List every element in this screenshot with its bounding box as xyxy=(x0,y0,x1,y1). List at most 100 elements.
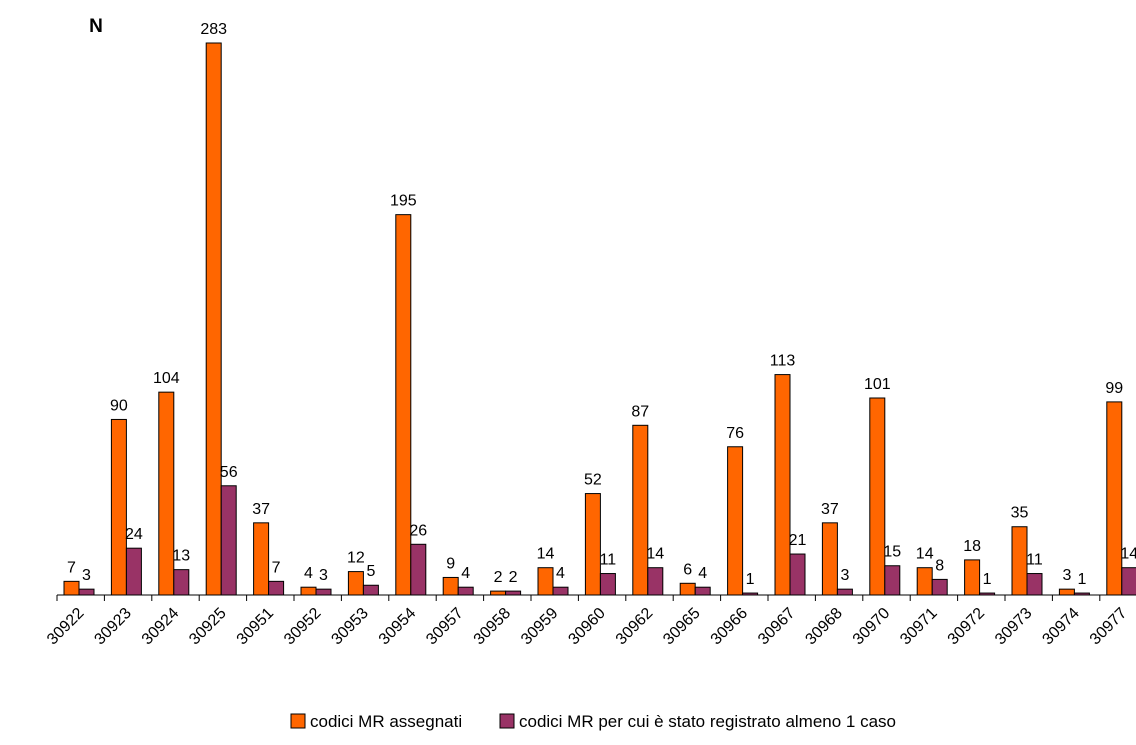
value-label-assegnati-30958: 2 xyxy=(494,569,503,586)
bar-registrato-30959 xyxy=(552,586,569,596)
bar-registrato-30925 xyxy=(220,485,237,596)
legend-label-assegnati: codici MR assegnati xyxy=(310,712,462,731)
legend-swatch-registrato xyxy=(499,713,515,729)
bar-registrato-30953 xyxy=(362,584,379,596)
value-label-registrato-30966: 1 xyxy=(746,571,755,588)
x-tick-label-30924: 30924 xyxy=(139,605,183,649)
bar-registrato-30968 xyxy=(836,588,853,596)
value-label-assegnati-30960: 52 xyxy=(584,472,602,489)
x-tick-label-30957: 30957 xyxy=(423,605,467,649)
bar-assegnati-30925 xyxy=(205,42,222,596)
bar-assegnati-30951 xyxy=(253,522,270,596)
bar-registrato-30951 xyxy=(268,580,285,596)
value-label-assegnati-30965: 6 xyxy=(683,561,692,578)
bar-assegnati-30953 xyxy=(347,571,364,596)
value-label-assegnati-30966: 76 xyxy=(726,425,744,442)
value-label-registrato-30972: 1 xyxy=(983,571,992,588)
bar-assegnati-30970 xyxy=(869,397,886,596)
bar-registrato-30970 xyxy=(884,565,901,596)
value-label-registrato-30973: 11 xyxy=(1026,552,1043,569)
value-label-assegnati-30968: 37 xyxy=(821,501,839,518)
value-label-registrato-30962: 14 xyxy=(646,546,664,563)
value-label-registrato-30952: 3 xyxy=(319,567,328,584)
bar-assegnati-30972 xyxy=(964,559,981,596)
bar-registrato-30958 xyxy=(505,590,522,596)
value-label-registrato-30977: 14 xyxy=(1120,546,1136,563)
x-tick-label-30962: 30962 xyxy=(613,605,657,649)
value-label-assegnati-30977: 99 xyxy=(1105,380,1123,397)
bar-registrato-30954 xyxy=(410,543,427,596)
x-tick-label-30960: 30960 xyxy=(565,605,609,649)
value-label-assegnati-30925: 283 xyxy=(200,21,227,38)
value-label-registrato-30923: 24 xyxy=(125,526,143,543)
x-tick-label-30972: 30972 xyxy=(945,605,989,649)
x-tick-label-30973: 30973 xyxy=(992,605,1036,649)
bar-registrato-30922 xyxy=(78,588,95,596)
legend-swatch-assegnati xyxy=(290,713,306,729)
value-label-assegnati-30959: 14 xyxy=(537,546,555,563)
value-label-assegnati-30957: 9 xyxy=(446,555,455,572)
value-label-assegnati-30973: 35 xyxy=(1011,505,1029,522)
value-label-registrato-30954: 26 xyxy=(409,522,427,539)
x-tick-label-30958: 30958 xyxy=(471,605,515,649)
x-tick-label-30922: 30922 xyxy=(44,605,88,649)
legend: codici MR assegnati codici MR per cui è … xyxy=(290,712,896,731)
bar-assegnati-30957 xyxy=(442,576,459,596)
value-label-assegnati-30954: 195 xyxy=(390,193,417,210)
bar-assegnati-30959 xyxy=(537,567,554,596)
value-label-registrato-30965: 4 xyxy=(698,565,707,582)
value-label-registrato-30951: 7 xyxy=(272,559,281,576)
x-tick-label-30965: 30965 xyxy=(660,605,704,649)
bar-registrato-30971 xyxy=(931,578,948,596)
bar-assegnati-30977 xyxy=(1106,401,1123,596)
value-label-assegnati-30974: 3 xyxy=(1062,567,1071,584)
value-label-registrato-30957: 4 xyxy=(461,565,470,582)
value-label-registrato-30968: 3 xyxy=(840,567,849,584)
bar-registrato-30923 xyxy=(125,547,142,596)
value-label-assegnati-30971: 14 xyxy=(916,546,934,563)
value-label-assegnati-30922: 7 xyxy=(67,559,76,576)
x-tick-label-30953: 30953 xyxy=(328,605,372,649)
bar-assegnati-30967 xyxy=(774,374,791,596)
bar-assegnati-30958 xyxy=(490,590,507,596)
value-label-assegnati-30962: 87 xyxy=(631,403,649,420)
bar-registrato-30924 xyxy=(173,569,190,596)
x-tick-label-30959: 30959 xyxy=(518,605,562,649)
x-tick-label-30967: 30967 xyxy=(755,605,799,649)
bar-assegnati-30974 xyxy=(1058,588,1075,596)
value-label-registrato-30958: 2 xyxy=(509,569,518,586)
bar-assegnati-30965 xyxy=(679,582,696,596)
bar-assegnati-30971 xyxy=(916,567,933,596)
x-tick-label-30968: 30968 xyxy=(802,605,846,649)
value-label-assegnati-30972: 18 xyxy=(963,538,981,555)
bar-registrato-30977 xyxy=(1121,567,1136,596)
legend-label-registrato: codici MR per cui è stato registrato alm… xyxy=(519,712,896,731)
value-label-registrato-30974: 1 xyxy=(1077,571,1086,588)
bar-registrato-30960 xyxy=(599,573,616,596)
bar-assegnati-30923 xyxy=(110,418,127,596)
value-label-registrato-30922: 3 xyxy=(82,567,91,584)
x-tick-label-30923: 30923 xyxy=(91,605,135,649)
bar-assegnati-30960 xyxy=(584,493,601,596)
x-tick-label-30974: 30974 xyxy=(1039,605,1083,649)
bar-registrato-30952 xyxy=(315,588,332,596)
x-tick-label-30952: 30952 xyxy=(281,605,325,649)
bar-assegnati-30962 xyxy=(632,424,649,596)
value-label-assegnati-30952: 4 xyxy=(304,565,313,582)
bar-registrato-30967 xyxy=(789,553,806,596)
bars-layer xyxy=(63,42,1136,596)
value-label-assegnati-30967: 113 xyxy=(770,353,796,370)
value-label-registrato-30959: 4 xyxy=(556,565,565,582)
x-axis: 30922 30923 30924 30925 30951 30952 30953 30954… xyxy=(44,594,1136,649)
bar-assegnati-30966 xyxy=(727,446,744,596)
value-label-assegnati-30924: 104 xyxy=(153,370,180,387)
x-tick-label-30970: 30970 xyxy=(850,605,894,649)
bar-registrato-30965 xyxy=(694,586,711,596)
value-label-registrato-30925: 56 xyxy=(220,464,238,481)
value-label-assegnati-30951: 37 xyxy=(252,501,270,518)
value-label-registrato-30971: 8 xyxy=(935,557,944,574)
value-label-registrato-30970: 15 xyxy=(883,544,901,561)
bar-assegnati-30968 xyxy=(821,522,838,596)
